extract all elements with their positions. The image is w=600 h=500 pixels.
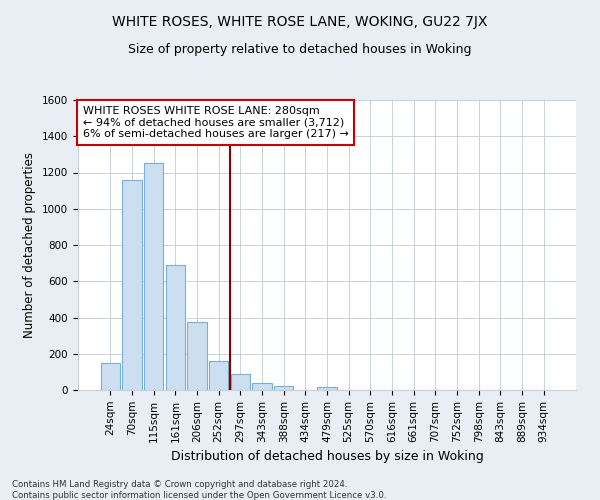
Y-axis label: Number of detached properties: Number of detached properties <box>23 152 37 338</box>
Text: WHITE ROSES WHITE ROSE LANE: 280sqm
← 94% of detached houses are smaller (3,712): WHITE ROSES WHITE ROSE LANE: 280sqm ← 94… <box>83 106 349 139</box>
Bar <box>144 162 163 390</box>
Text: Contains HM Land Registry data © Crown copyright and database right 2024.
Contai: Contains HM Land Registry data © Crown c… <box>12 480 386 500</box>
Bar <box>187 322 207 390</box>
Bar <box>101 363 120 390</box>
Bar <box>252 383 272 390</box>
X-axis label: Distribution of detached houses by size in Woking: Distribution of detached houses by size … <box>170 450 484 463</box>
Bar <box>317 388 337 390</box>
Bar <box>274 386 293 390</box>
Bar <box>122 180 142 390</box>
Text: Size of property relative to detached houses in Woking: Size of property relative to detached ho… <box>128 42 472 56</box>
Text: WHITE ROSES, WHITE ROSE LANE, WOKING, GU22 7JX: WHITE ROSES, WHITE ROSE LANE, WOKING, GU… <box>112 15 488 29</box>
Bar <box>209 361 229 390</box>
Bar <box>166 265 185 390</box>
Bar <box>230 374 250 390</box>
